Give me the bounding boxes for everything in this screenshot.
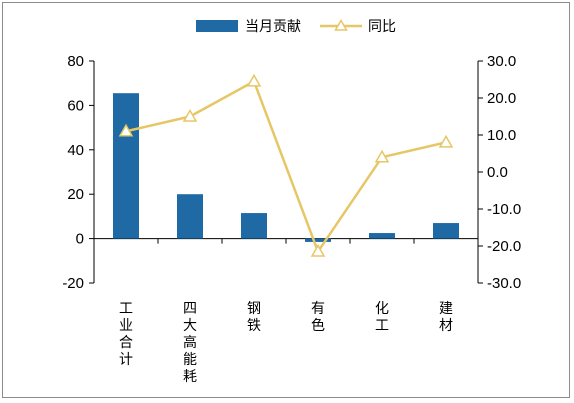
- chart-frame: [2, 2, 570, 398]
- category-label: 建材: [439, 301, 453, 334]
- legend-label-bar: 当月贡献: [245, 19, 301, 35]
- left-tick-label: 20: [67, 186, 84, 203]
- bar-2: [177, 194, 203, 239]
- left-tick-label: -20: [62, 275, 84, 292]
- right-tick-label: -10.0: [487, 201, 521, 218]
- line-marker-6: [438, 134, 454, 148]
- bar-6: [433, 223, 459, 239]
- line-marker-5: [374, 149, 390, 163]
- plot-area: -20 0 20 40 60 80 -30.0 -20.0 -10.0 0.0 10.0 20.0 30…: [62, 53, 521, 385]
- line-marker-2: [182, 108, 198, 122]
- left-tick-label: 40: [67, 142, 84, 159]
- line-marker-3: [246, 73, 262, 87]
- legend-swatch-bar: [196, 20, 238, 32]
- line-marker-4: [310, 244, 326, 257]
- category-label: 化工: [375, 301, 389, 334]
- right-tick-label: -30.0: [487, 275, 521, 292]
- right-tick-label: 0.0: [487, 164, 508, 181]
- category-label: 有色: [311, 301, 325, 334]
- category-label: 钢铁: [247, 301, 261, 334]
- line-series: [125, 80, 447, 253]
- bar-1: [113, 93, 139, 239]
- line-marker-1: [118, 123, 134, 137]
- left-tick-label: 60: [67, 97, 84, 114]
- right-tick-label: 20.0: [487, 90, 516, 107]
- legend-label-line: 同比: [368, 19, 396, 35]
- right-tick-label: -20.0: [487, 238, 521, 255]
- right-tick-label: 10.0: [487, 127, 516, 144]
- bar-4: [305, 238, 331, 242]
- legend: 当月贡献 同比: [196, 19, 396, 35]
- left-tick-label: 80: [67, 53, 84, 70]
- left-tick-label: 0: [76, 231, 84, 248]
- category-label: 四大高能耗: [183, 301, 197, 385]
- right-tick-label: 30.0: [487, 53, 516, 70]
- category-label: 工业合计: [119, 301, 133, 368]
- bar-5: [369, 233, 395, 239]
- bar-3: [241, 213, 267, 239]
- legend-swatch-marker: [334, 19, 348, 31]
